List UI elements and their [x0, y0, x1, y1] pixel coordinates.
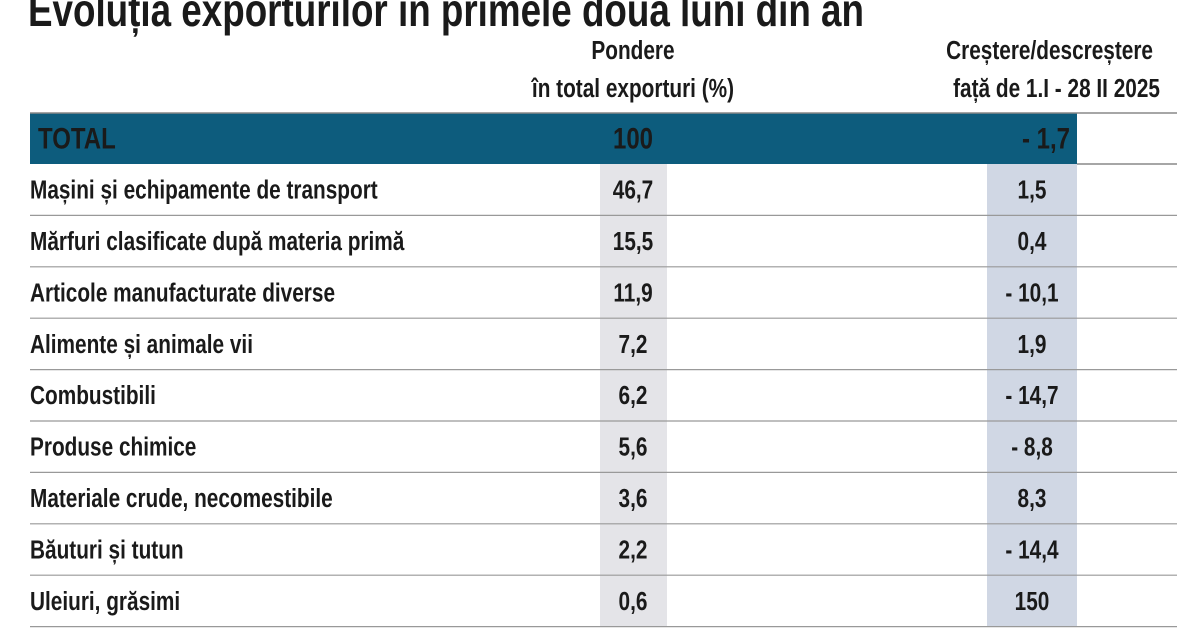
- row-label: Produse chimice: [30, 432, 196, 461]
- row-change: - 8,8: [1011, 432, 1053, 461]
- row-share: 2,2: [619, 535, 648, 564]
- row-change: - 10,1: [1005, 278, 1058, 307]
- title: Evoluția exporturilor în primele două lu…: [28, 0, 864, 37]
- total-share: 100: [613, 121, 653, 155]
- row-label: Articole manufacturate diverse: [30, 278, 335, 307]
- total-label: TOTAL: [38, 121, 116, 155]
- row-change: 1,5: [1018, 175, 1047, 204]
- row-share: 6,2: [619, 381, 648, 410]
- row-share: 15,5: [613, 227, 653, 256]
- row-change: - 14,4: [1005, 535, 1058, 564]
- row-label: Mașini și echipamente de transport: [30, 175, 378, 205]
- row-label: Alimente și animale vii: [30, 330, 253, 360]
- row-change: 1,9: [1018, 330, 1047, 359]
- row-share: 46,7: [613, 175, 653, 204]
- row-share: 0,6: [619, 587, 648, 616]
- header-share: Pondere: [591, 36, 674, 65]
- row-share: 11,9: [613, 278, 652, 307]
- header-change: față de 1.I - 28 II 2025: [953, 74, 1160, 104]
- row-share: 7,2: [619, 330, 648, 359]
- row-share: 3,6: [619, 484, 648, 513]
- share-column-bg: [600, 164, 667, 627]
- header-share: în total exporturi (%): [531, 74, 734, 103]
- row-change: 150: [1015, 587, 1050, 616]
- row-change: 0,4: [1018, 227, 1047, 256]
- row-label: Mărfuri clasificate după materia primă: [30, 227, 405, 256]
- header-change: Creștere/descreștere: [946, 36, 1153, 66]
- row-share: 5,6: [619, 432, 648, 461]
- row-label: Uleiuri, grăsimi: [30, 587, 180, 616]
- total-row-bg: [30, 113, 1077, 164]
- total-change: - 1,7: [1022, 121, 1070, 155]
- change-column-bg: [987, 164, 1077, 627]
- row-change: 8,3: [1018, 484, 1047, 513]
- row-label: Materiale crude, necomestibile: [30, 484, 333, 513]
- row-label: Combustibili: [30, 381, 156, 410]
- row-change: - 14,7: [1005, 381, 1058, 410]
- row-label: Băuturi și tutun: [30, 535, 184, 565]
